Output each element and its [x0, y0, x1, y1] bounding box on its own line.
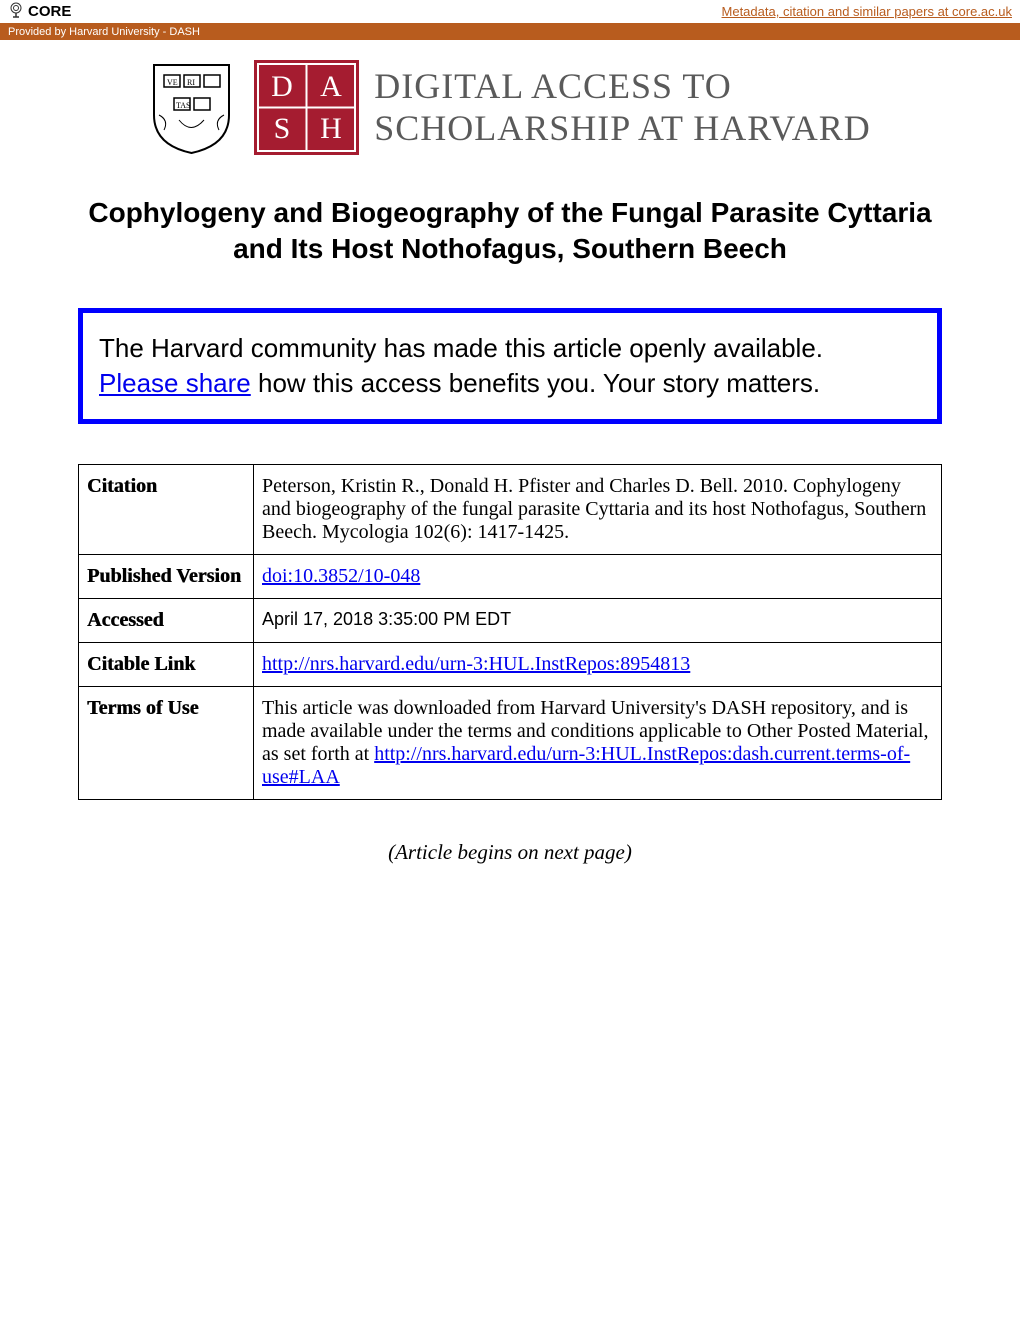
accessed-value: April 17, 2018 3:35:00 PM EDT	[254, 598, 942, 642]
citable-link[interactable]: http://nrs.harvard.edu/urn-3:HUL.InstRep…	[262, 653, 690, 675]
share-line1: The Harvard community has made this arti…	[99, 333, 823, 363]
citation-label: Citation	[79, 464, 254, 554]
share-box: The Harvard community has made this arti…	[78, 308, 942, 424]
svg-text:H: H	[320, 112, 342, 145]
article-title: Cophylogeny and Biogeography of the Fung…	[0, 185, 1020, 298]
svg-text:S: S	[274, 112, 291, 145]
next-page-notice: (Article begins on next page)	[0, 830, 1020, 905]
citation-value: Peterson, Kristin R., Donald H. Pfister …	[254, 464, 942, 554]
core-label: CORE	[28, 3, 71, 20]
svg-text:TAS: TAS	[176, 101, 190, 110]
core-logo: CORE	[8, 2, 71, 21]
table-row: Accessed April 17, 2018 3:35:00 PM EDT	[79, 598, 942, 642]
svg-text:RI: RI	[187, 78, 195, 87]
core-bar: CORE Metadata, citation and similar pape…	[0, 0, 1020, 24]
svg-text:D: D	[271, 70, 293, 103]
table-row: Citable Link http://nrs.harvard.edu/urn-…	[79, 642, 942, 686]
svg-text:VE: VE	[167, 78, 178, 87]
terms-label: Terms of Use	[79, 686, 254, 799]
table-row: Terms of Use This article was downloaded…	[79, 686, 942, 799]
core-metadata-link[interactable]: Metadata, citation and similar papers at…	[722, 4, 1012, 19]
dash-title-line1: DIGITAL ACCESS TO	[374, 66, 732, 106]
core-icon	[8, 2, 24, 21]
citable-label: Citable Link	[79, 642, 254, 686]
published-value: doi:10.3852/10-048	[254, 554, 942, 598]
provided-by-bar: Provided by Harvard University - DASH	[0, 24, 1020, 40]
dash-title: DIGITAL ACCESS TO SCHOLARSHIP AT HARVARD	[374, 66, 871, 149]
citable-value: http://nrs.harvard.edu/urn-3:HUL.InstRep…	[254, 642, 942, 686]
dash-header: VE RI TAS D A S H	[0, 40, 1020, 185]
terms-value: This article was downloaded from Harvard…	[254, 686, 942, 799]
dash-logo: D A S H	[254, 60, 359, 155]
doi-link[interactable]: doi:10.3852/10-048	[262, 565, 420, 587]
harvard-crest: VE RI TAS	[149, 60, 234, 155]
provided-by-text: Provided by Harvard University - DASH	[8, 26, 200, 38]
dash-logo-wrap: D A S H DIGITAL ACCESS TO SCHOLARSHIP AT…	[254, 60, 871, 155]
dash-title-line2: SCHOLARSHIP AT HARVARD	[374, 108, 871, 148]
please-share-link[interactable]: Please share	[99, 368, 251, 398]
published-label: Published Version	[79, 554, 254, 598]
table-row: Citation Peterson, Kristin R., Donald H.…	[79, 464, 942, 554]
svg-text:A: A	[320, 70, 342, 103]
metadata-table: Citation Peterson, Kristin R., Donald H.…	[78, 464, 942, 800]
accessed-label: Accessed	[79, 598, 254, 642]
table-row: Published Version doi:10.3852/10-048	[79, 554, 942, 598]
share-line2-rest: how this access benefits you. Your story…	[251, 368, 820, 398]
